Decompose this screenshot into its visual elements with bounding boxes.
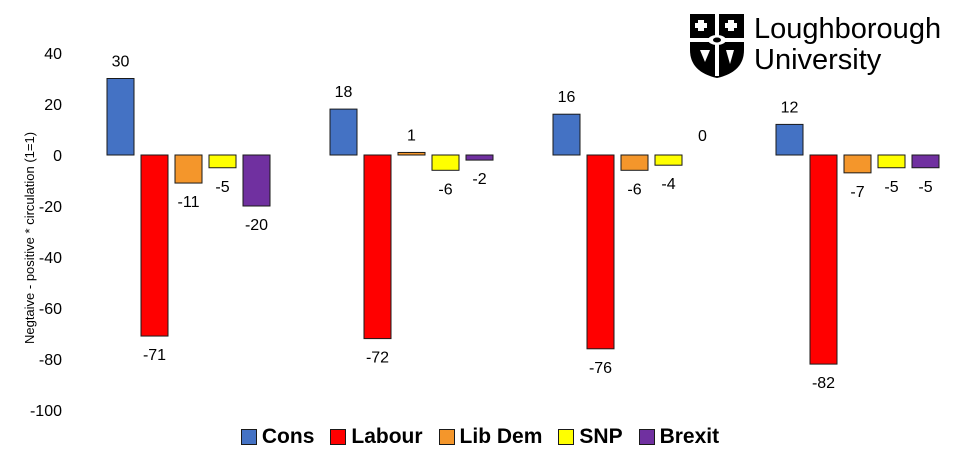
y-tick-label: -40 (39, 250, 62, 267)
crest-icon (690, 14, 744, 78)
bar (431, 154, 460, 171)
bar (877, 154, 906, 169)
legend-swatch (438, 429, 455, 445)
legend-label: SNP (579, 425, 623, 448)
legend-item: Brexit (638, 425, 720, 449)
legend-item: SNP (558, 425, 623, 449)
legend-label: Cons (261, 425, 315, 448)
data-label: -82 (812, 375, 835, 392)
data-label: -4 (661, 176, 675, 193)
data-label: -7 (850, 184, 864, 201)
data-label: -72 (366, 350, 389, 367)
data-label: 18 (335, 84, 353, 101)
bar (465, 154, 494, 161)
bar (654, 154, 683, 166)
bar (174, 154, 203, 184)
data-label: -6 (627, 181, 641, 198)
bar (911, 154, 940, 169)
data-label: 1 (407, 127, 416, 144)
data-label: -76 (589, 360, 612, 377)
bar (242, 154, 271, 207)
bar (329, 108, 358, 156)
legend-label: Labour (351, 425, 423, 448)
legend-swatch (558, 429, 575, 445)
legend-item: Cons (240, 425, 315, 449)
legend: Cons Labour Lib Dem SNP Brexit (0, 422, 960, 452)
university-logo: Loughborough University (688, 12, 948, 84)
legend-swatch (240, 429, 257, 445)
data-label: -2 (472, 171, 486, 188)
y-tick-label: 20 (44, 97, 62, 114)
y-axis: 40 20 0 -20 -40 -60 -80 -100 (30, 46, 62, 420)
bar (809, 154, 838, 365)
data-label: -5 (215, 179, 229, 196)
bar (586, 154, 615, 350)
bar (106, 78, 135, 156)
y-tick-label: 0 (53, 148, 62, 165)
data-label: -71 (143, 347, 166, 364)
data-label: 16 (558, 89, 576, 106)
logo-name-line1: Loughborough (754, 13, 942, 45)
y-tick-label: -60 (39, 301, 62, 318)
bar (397, 151, 426, 156)
legend-item: Labour (330, 425, 423, 449)
bar (775, 123, 804, 156)
data-label: 0 (698, 128, 707, 145)
data-label: -5 (884, 179, 898, 196)
data-label: -5 (918, 179, 932, 196)
bar (552, 113, 581, 156)
data-label: 30 (112, 54, 130, 71)
legend-label: Lib Dem (459, 425, 543, 448)
logo-name-line2: University (754, 44, 882, 76)
y-tick-label: 40 (44, 46, 62, 63)
legend-label: Brexit (659, 425, 720, 448)
bar (208, 154, 237, 169)
y-axis-label: Negtaive - positive * circulation (1=1) (22, 132, 37, 344)
bars (106, 78, 940, 365)
y-tick-label: -20 (39, 199, 62, 216)
legend-swatch (638, 429, 655, 445)
legend-item: Lib Dem (438, 425, 543, 449)
y-tick-label: -80 (39, 352, 62, 369)
bar (363, 154, 392, 340)
bar (620, 154, 649, 171)
data-label: -6 (438, 181, 452, 198)
bar (140, 154, 169, 337)
data-label: 12 (781, 99, 799, 116)
data-label: -20 (245, 217, 268, 234)
y-tick-label: -100 (30, 403, 62, 420)
legend-swatch (330, 429, 347, 445)
data-label: -11 (178, 194, 200, 211)
bar (843, 154, 872, 174)
